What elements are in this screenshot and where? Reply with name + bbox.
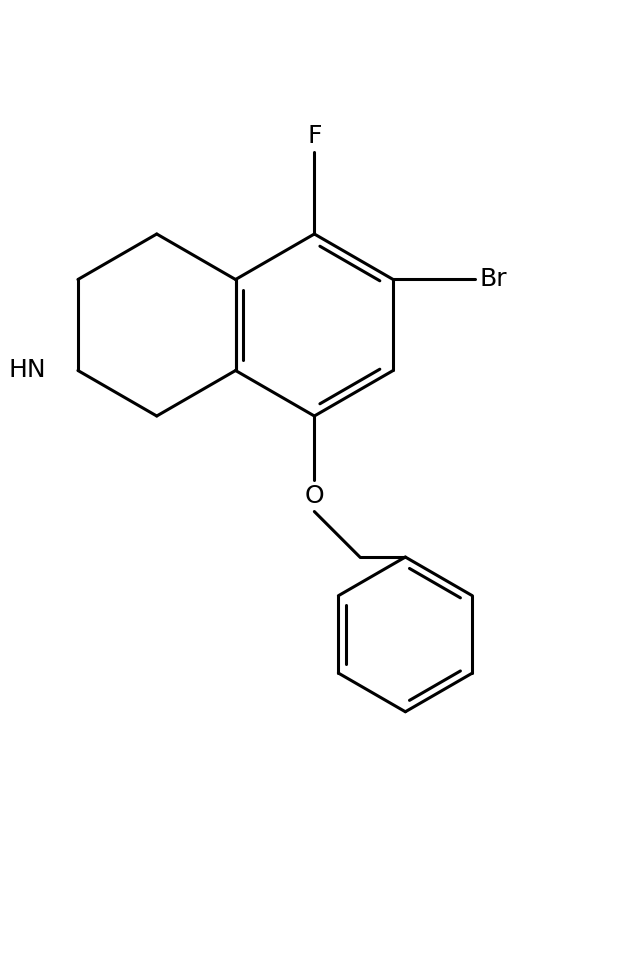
Text: HN: HN [8, 359, 46, 382]
Text: Br: Br [480, 267, 507, 292]
Text: F: F [307, 124, 322, 147]
Text: O: O [305, 485, 324, 508]
